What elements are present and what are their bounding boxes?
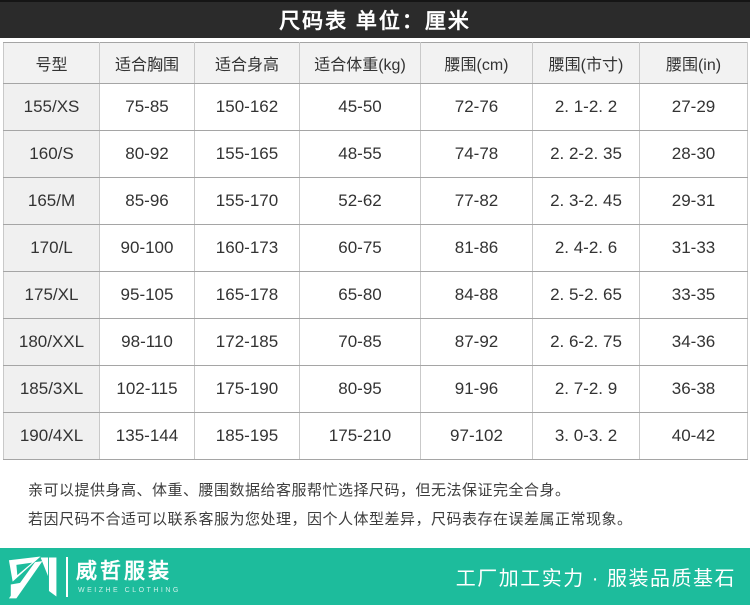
- table-row: 165/M 85-96 155-170 52-62 77-82 2. 3-2. 45 29-…: [3, 177, 748, 225]
- value-cell: 36-38: [639, 365, 748, 413]
- column-header-0: 号型: [3, 42, 100, 84]
- value-cell: 155-165: [194, 130, 300, 178]
- table-row: 160/S 80-92 155-165 48-55 74-78 2. 2-2. 35 28-…: [3, 130, 748, 178]
- column-header-3: 适合体重(kg): [299, 42, 421, 84]
- size-label-cell: 170/L: [3, 224, 100, 272]
- page-title: 尺码表 单位：厘米: [279, 10, 471, 33]
- brand-name: 威哲服装: [76, 559, 172, 583]
- value-cell: 34-36: [639, 318, 748, 366]
- value-cell: 27-29: [639, 83, 748, 131]
- brand-text: 威哲服装 WEIZHE CLOTHING: [76, 560, 181, 594]
- value-cell: 33-35: [639, 271, 748, 319]
- value-cell: 80-92: [99, 130, 195, 178]
- value-cell: 80-95: [299, 365, 421, 413]
- value-cell: 160-173: [194, 224, 300, 272]
- brand-bar: 威哲服装 WEIZHE CLOTHING 工厂加工实力 · 服装品质基石: [0, 548, 750, 605]
- value-cell: 165-178: [194, 271, 300, 319]
- column-header-5: 腰围(市寸): [532, 42, 640, 84]
- value-cell: 77-82: [420, 177, 533, 225]
- value-cell: 98-110: [99, 318, 195, 366]
- value-cell: 155-170: [194, 177, 300, 225]
- column-header-1: 适合胸围: [99, 42, 195, 84]
- column-header-2: 适合身高: [194, 42, 300, 84]
- value-cell: 65-80: [299, 271, 421, 319]
- table-row: 180/XXL 98-110 172-185 70-85 87-92 2. 6-2. 75…: [3, 318, 748, 366]
- table-row: 170/L 90-100 160-173 60-75 81-86 2. 4-2. 6 31-…: [3, 224, 748, 272]
- value-cell: 52-62: [299, 177, 421, 225]
- value-cell: 2. 5-2. 65: [532, 271, 640, 319]
- value-cell: 70-85: [299, 318, 421, 366]
- brand-subtitle: WEIZHE CLOTHING: [78, 586, 181, 594]
- value-cell: 185-195: [194, 412, 300, 460]
- size-label-cell: 190/4XL: [3, 412, 100, 460]
- value-cell: 87-92: [420, 318, 533, 366]
- table-row: 185/3XL 102-115 175-190 80-95 91-96 2. 7-2. 9…: [3, 365, 748, 413]
- value-cell: 31-33: [639, 224, 748, 272]
- value-cell: 84-88: [420, 271, 533, 319]
- value-cell: 48-55: [299, 130, 421, 178]
- value-cell: 40-42: [639, 412, 748, 460]
- note-line-1: 亲可以提供身高、体重、腰围数据给客服帮忙选择尺码，但无法保证完全合身。: [28, 482, 571, 499]
- value-cell: 102-115: [99, 365, 195, 413]
- value-cell: 150-162: [194, 83, 300, 131]
- value-cell: 135-144: [99, 412, 195, 460]
- column-header-6: 腰围(in): [639, 42, 748, 84]
- column-header-4: 腰围(cm): [420, 42, 533, 84]
- value-cell: 2. 7-2. 9: [532, 365, 640, 413]
- notes-section: 亲可以提供身高、体重、腰围数据给客服帮忙选择尺码，但无法保证完全合身。 若因尺码…: [0, 460, 750, 548]
- size-label-cell: 155/XS: [3, 83, 100, 131]
- logo-divider: [66, 556, 68, 597]
- size-label-cell: 160/S: [3, 130, 100, 178]
- title-bar: 尺码表 单位：厘米: [0, 0, 750, 38]
- table-row: 190/4XL 135-144 185-195 175-210 97-102 3. 0-3…: [3, 412, 748, 460]
- value-cell: 81-86: [420, 224, 533, 272]
- value-cell: 95-105: [99, 271, 195, 319]
- value-cell: 91-96: [420, 365, 533, 413]
- value-cell: 97-102: [420, 412, 533, 460]
- value-cell: 2. 2-2. 35: [532, 130, 640, 178]
- value-cell: 3. 0-3. 2: [532, 412, 640, 460]
- value-cell: 2. 3-2. 45: [532, 177, 640, 225]
- value-cell: 29-31: [639, 177, 748, 225]
- value-cell: 2. 4-2. 6: [532, 224, 640, 272]
- value-cell: 175-190: [194, 365, 300, 413]
- value-cell: 74-78: [420, 130, 533, 178]
- value-cell: 2. 1-2. 2: [532, 83, 640, 131]
- value-cell: 85-96: [99, 177, 195, 225]
- value-cell: 172-185: [194, 318, 300, 366]
- size-label-cell: 180/XXL: [3, 318, 100, 366]
- table-row: 175/XL 95-105 165-178 65-80 84-88 2. 5-2. 65 3…: [3, 271, 748, 319]
- value-cell: 72-76: [420, 83, 533, 131]
- value-cell: 175-210: [299, 412, 421, 460]
- value-cell: 75-85: [99, 83, 195, 131]
- size-table-wrap: 号型 适合胸围 适合身高 适合体重(kg) 腰围(cm) 腰围(市寸) 腰围(in) 155…: [0, 38, 750, 460]
- size-label-cell: 175/XL: [3, 271, 100, 319]
- brand-slogan: 工厂加工实力 · 服装品质基石: [455, 568, 736, 590]
- size-label-cell: 165/M: [3, 177, 100, 225]
- value-cell: 45-50: [299, 83, 421, 131]
- brand-logo: 威哲服装 WEIZHE CLOTHING: [8, 548, 181, 605]
- table-row: 155/XS 75-85 150-162 45-50 72-76 2. 1-2. 2 27-…: [3, 83, 748, 131]
- zn-monogram-icon: [8, 556, 57, 598]
- value-cell: 60-75: [299, 224, 421, 272]
- value-cell: 28-30: [639, 130, 748, 178]
- size-table: 号型 适合胸围 适合身高 适合体重(kg) 腰围(cm) 腰围(市寸) 腰围(in) 155…: [3, 42, 748, 460]
- size-label-cell: 185/3XL: [3, 365, 100, 413]
- size-table-header-row: 号型 适合胸围 适合身高 适合体重(kg) 腰围(cm) 腰围(市寸) 腰围(in): [3, 42, 748, 84]
- value-cell: 2. 6-2. 75: [532, 318, 640, 366]
- note-line-2: 若因尺码不合适可以联系客服为您处理，因个人体型差异，尺码表存在误差属正常现象。: [28, 511, 633, 528]
- value-cell: 90-100: [99, 224, 195, 272]
